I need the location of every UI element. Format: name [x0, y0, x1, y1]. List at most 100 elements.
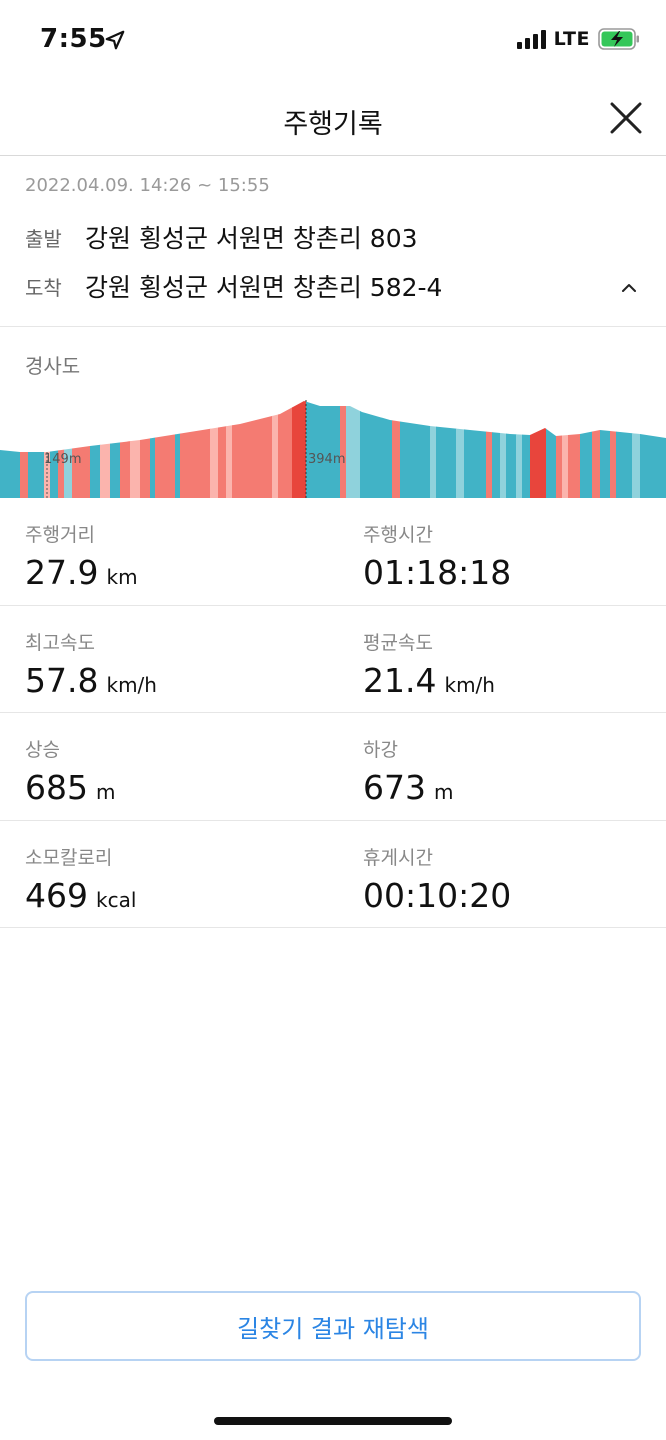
- stat-value: 01:18:18: [363, 553, 512, 592]
- slope-band: [516, 401, 523, 498]
- slope-band: [464, 401, 487, 498]
- stat-value: 27.9: [25, 553, 99, 592]
- start-label: 출발: [25, 226, 62, 251]
- status-bar: 7:55 LTE: [0, 0, 666, 80]
- slope-band: [130, 401, 141, 498]
- slope-band: [610, 401, 617, 498]
- slope-band: [430, 401, 437, 498]
- trip-info: 2022.04.09. 14:26 ~ 15:55 출발 강원 횡성군 서원면 …: [0, 157, 666, 327]
- slope-band: [580, 401, 593, 498]
- slope-band: [346, 401, 361, 498]
- stat-duration: 주행시간 01:18:18: [363, 520, 519, 592]
- slope-band: [278, 401, 293, 498]
- slope-chart: 149m 394m: [0, 400, 666, 498]
- header: 주행기록: [0, 80, 666, 156]
- slope-band: [400, 401, 431, 498]
- stat-label: 최고속도: [25, 631, 95, 654]
- slope-title: 경사도: [25, 354, 81, 378]
- stats-row: 주행거리 27.9 km 주행시간 01:18:18: [0, 498, 666, 606]
- slope-band: [120, 401, 131, 498]
- reroute-button[interactable]: 길찾기 결과 재탐색: [25, 1291, 641, 1361]
- slope-band: [546, 401, 557, 498]
- slope-band: [180, 401, 211, 498]
- stats-row: 소모칼로리 469 kcal 휴게시간 00:10:20: [0, 821, 666, 928]
- slope-band: [616, 401, 633, 498]
- slope-band: [90, 401, 101, 498]
- battery-charging-icon: [598, 28, 639, 50]
- network-type: LTE: [553, 28, 590, 50]
- stat-unit: km/h: [106, 672, 157, 697]
- slope-band: [340, 401, 347, 498]
- slope-band: [58, 401, 65, 498]
- slope-band: [562, 401, 569, 498]
- slope-band: [600, 401, 611, 498]
- slope-band: [28, 401, 45, 498]
- slope-band: [20, 401, 29, 498]
- slope-band: [530, 401, 547, 498]
- slope-band: [522, 401, 531, 498]
- stats-row: 상승 685 m 하강 673 m: [0, 713, 666, 821]
- stat-value: 673: [363, 768, 426, 807]
- stat-label: 평균속도: [363, 631, 433, 654]
- stat-label: 상승: [25, 739, 60, 761]
- slope-band: [640, 401, 666, 498]
- slope-band: [226, 401, 233, 498]
- stat-unit: km/h: [444, 672, 495, 697]
- slope-band: [456, 401, 465, 498]
- end-label: 도착: [25, 275, 62, 300]
- stat-unit: m: [434, 780, 454, 804]
- slope-band: [506, 401, 517, 498]
- stats-grid: 주행거리 27.9 km 주행시간 01:18:18 최고속도 57.8 km/h …: [0, 498, 666, 928]
- stat-distance: 주행거리 27.9 km: [25, 520, 138, 592]
- stat-label: 주행시간: [363, 524, 433, 546]
- slope-band: [232, 401, 273, 498]
- slope-band: [50, 401, 59, 498]
- stat-unit: m: [96, 780, 116, 804]
- slope-band: [306, 401, 341, 498]
- end-address: 강원 횡성군 서원면 창촌리 582-4: [85, 273, 443, 302]
- stat-value: 00:10:20: [363, 875, 512, 915]
- slope-band: [292, 401, 307, 498]
- stat-calories: 소모칼로리 469 kcal: [25, 843, 136, 915]
- slope-band: [72, 401, 91, 498]
- slope-section: 경사도 149m 394m: [0, 328, 666, 498]
- slope-band: [0, 401, 21, 498]
- stat-unit: km: [106, 565, 138, 589]
- slope-band: [110, 401, 121, 498]
- home-indicator[interactable]: [214, 1417, 452, 1425]
- stat-value: 469: [25, 875, 88, 915]
- slope-band: [218, 401, 227, 498]
- start-address-row: 출발 강원 횡성군 서원면 창촌리 803: [25, 219, 418, 255]
- stat-ascent: 상승 685 m: [25, 735, 115, 807]
- stat-rest-time: 휴게시간 00:10:20: [363, 843, 519, 915]
- stat-label: 주행거리: [25, 524, 95, 546]
- chevron-up-icon[interactable]: [620, 281, 638, 295]
- slope-band: [150, 401, 156, 498]
- slope-band: [392, 401, 401, 498]
- status-indicators: LTE: [516, 28, 640, 50]
- slope-band: [155, 401, 176, 498]
- slope-band: [556, 401, 563, 498]
- location-arrow-icon: [105, 30, 125, 50]
- slope-band: [360, 401, 393, 498]
- reroute-button-label: 길찾기 결과 재탐색: [237, 1314, 429, 1343]
- slope-band: [592, 401, 601, 498]
- slope-band: [568, 401, 581, 498]
- trip-date-range: 2022.04.09. 14:26 ~ 15:55: [25, 175, 270, 196]
- max-elevation-label: 394m: [308, 452, 345, 467]
- slope-band: [492, 401, 501, 498]
- stat-value: 685: [25, 768, 88, 807]
- slope-band: [632, 401, 641, 498]
- stat-label: 하강: [363, 739, 398, 761]
- slope-band: [140, 401, 151, 498]
- stat-label: 소모칼로리: [25, 846, 113, 869]
- status-time: 7:55: [40, 24, 107, 54]
- close-icon[interactable]: [608, 100, 644, 136]
- stat-label: 휴게시간: [363, 846, 433, 869]
- stat-descent: 하강 673 m: [363, 735, 453, 807]
- end-address-row: 도착 강원 횡성군 서원면 창촌리 582-4: [25, 268, 442, 304]
- slope-band: [64, 401, 73, 498]
- stat-value: 21.4: [363, 660, 437, 700]
- stat-avg-speed: 평균속도 21.4 km/h: [363, 628, 495, 700]
- stat-unit: kcal: [96, 887, 137, 912]
